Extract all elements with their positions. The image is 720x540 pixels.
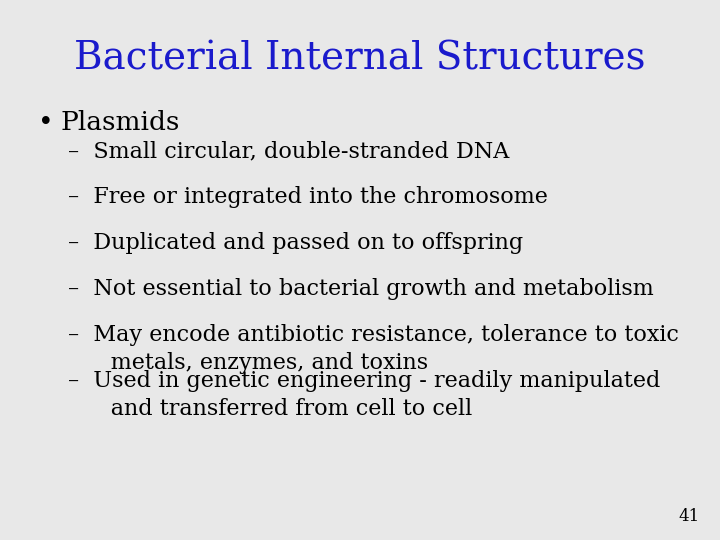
Text: •: • bbox=[38, 110, 53, 135]
Text: –  Free or integrated into the chromosome: – Free or integrated into the chromosome bbox=[68, 186, 548, 208]
Text: 41: 41 bbox=[679, 508, 700, 525]
Text: Plasmids: Plasmids bbox=[60, 110, 179, 135]
Text: –  May encode antibiotic resistance, tolerance to toxic
      metals, enzymes, a: – May encode antibiotic resistance, tole… bbox=[68, 324, 679, 374]
Text: –  Duplicated and passed on to offspring: – Duplicated and passed on to offspring bbox=[68, 232, 523, 254]
Text: –  Not essential to bacterial growth and metabolism: – Not essential to bacterial growth and … bbox=[68, 278, 654, 300]
Text: –  Used in genetic engineering - readily manipulated
      and transferred from : – Used in genetic engineering - readily … bbox=[68, 370, 660, 420]
Text: –  Small circular, double-stranded DNA: – Small circular, double-stranded DNA bbox=[68, 140, 509, 162]
Text: Bacterial Internal Structures: Bacterial Internal Structures bbox=[74, 40, 646, 77]
